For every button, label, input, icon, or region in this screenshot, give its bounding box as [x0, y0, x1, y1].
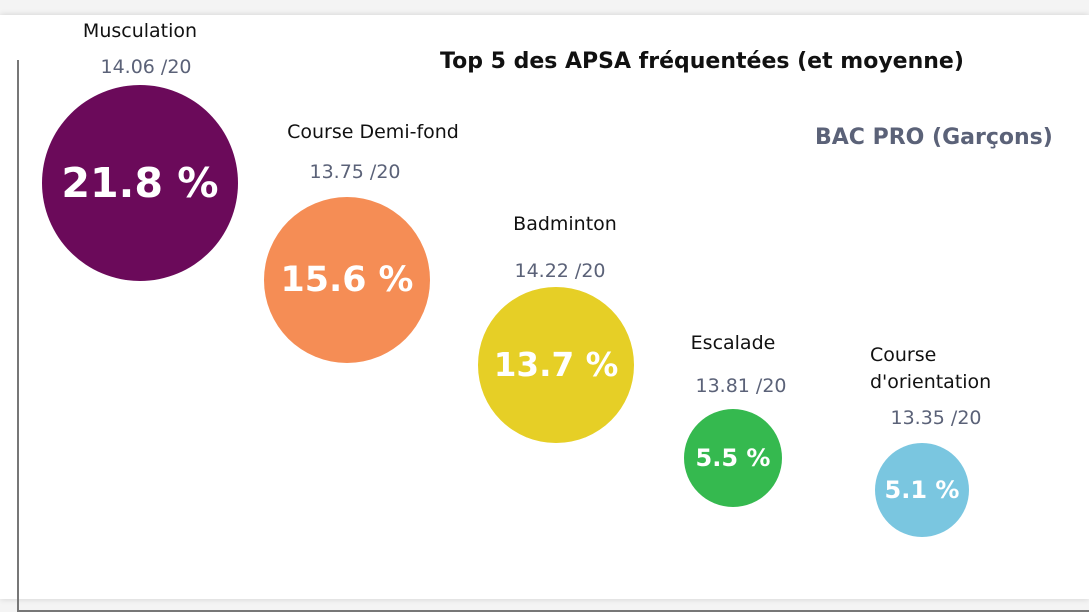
category-label: Badminton	[513, 213, 617, 235]
average-label: 13.81 /20	[695, 375, 787, 397]
bubble	[683, 408, 783, 508]
category-label: Escalade	[690, 332, 776, 354]
axis-line	[17, 60, 19, 612]
category-label: Course Demi-fond	[287, 121, 459, 143]
bubble	[478, 287, 634, 443]
data-label: 5.5 %	[695, 443, 771, 472]
data-label: 13.7 %	[493, 345, 619, 384]
page: Top 5 des APSA fréquentées (et moyenne) …	[0, 15, 1089, 612]
average-label: 14.06 /20	[100, 56, 192, 78]
average-label: 13.35 /20	[890, 407, 982, 429]
bubble	[264, 197, 430, 363]
chart-subtitle: BAC PRO (Garçons)	[815, 125, 1053, 150]
chart-title: Top 5 des APSA fréquentées (et moyenne)	[440, 49, 964, 74]
data-label: 15.6 %	[280, 259, 414, 300]
bubble	[41, 84, 239, 282]
bubble	[874, 442, 970, 538]
average-label: 14.22 /20	[514, 260, 606, 282]
average-label: 13.75 /20	[309, 161, 401, 183]
category-label: Course d'orientation	[870, 344, 992, 393]
data-label: 5.1 %	[884, 475, 960, 504]
category-label: Musculation	[82, 20, 198, 42]
data-label: 21.8 %	[61, 158, 219, 207]
chart: Top 5 des APSA fréquentées (et moyenne) …	[0, 15, 1089, 612]
